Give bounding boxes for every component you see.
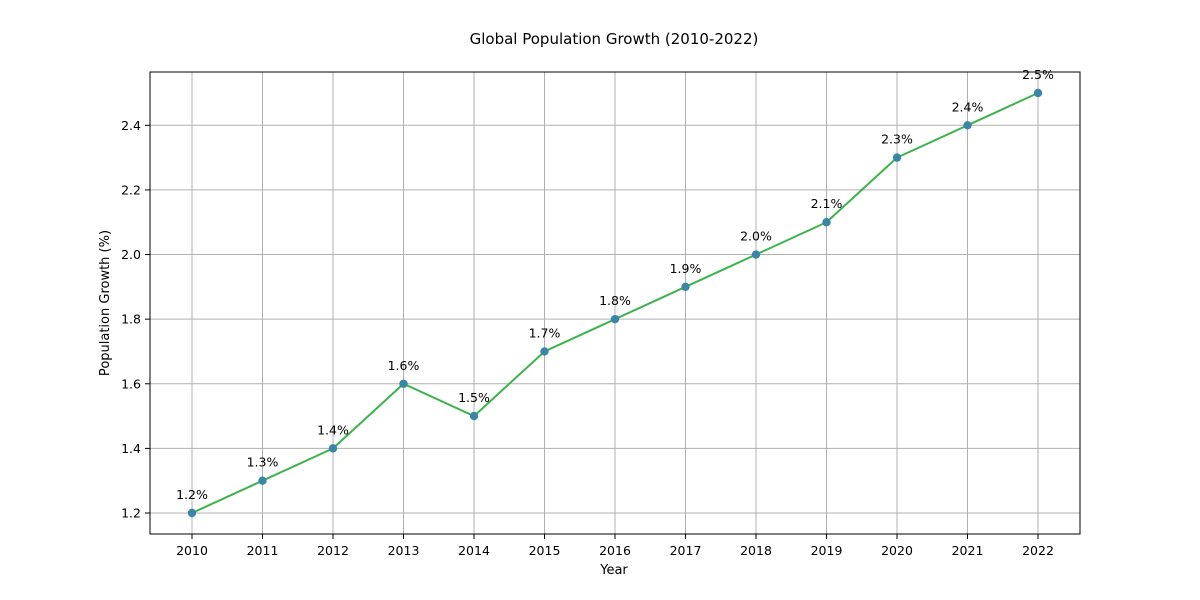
data-point (963, 121, 972, 130)
y-axis-label: Population Growth (%) (98, 230, 113, 376)
data-point (328, 444, 338, 453)
data-label: 2.1% (811, 196, 843, 211)
data-label: 1.8% (599, 293, 631, 308)
data-label: 2.0% (740, 229, 772, 244)
y-tick-label: 1.2 (121, 506, 141, 521)
data-point (892, 153, 902, 162)
x-tick-label: 2015 (529, 543, 561, 558)
data-point (469, 411, 479, 421)
data-label: 1.9% (670, 261, 702, 276)
data-label: 1.7% (529, 325, 561, 340)
data-label: 2.4% (952, 99, 984, 114)
x-axis-label: Year (599, 563, 628, 578)
data-labels-group: 1.2% 1.3% 1.4% 1.6% 1.5% 1.7% 1.8% 1.9% 2.0% 2.1%… (176, 67, 1054, 502)
x-tick-label: 2018 (740, 543, 772, 558)
data-point (1033, 88, 1043, 98)
data-point (822, 218, 831, 227)
y-tick-label: 1.4 (121, 441, 141, 456)
data-label: 2.5% (1022, 67, 1054, 82)
chart-title: Global Population Growth (2010-2022) (470, 30, 759, 48)
data-label: 1.5% (458, 390, 490, 405)
x-tick-label: 2016 (599, 543, 631, 558)
y-tick-label: 2.4 (121, 118, 141, 133)
y-tick-label: 1.6 (121, 376, 141, 391)
data-label: 1.6% (388, 358, 420, 373)
data-point (258, 476, 267, 485)
data-label: 1.3% (247, 455, 279, 470)
x-tick-label: 2010 (176, 543, 208, 558)
x-tick-label: 2019 (811, 543, 843, 558)
x-tick-label: 2011 (247, 543, 279, 558)
x-tick-label: 2021 (952, 543, 984, 558)
x-tick-label: 2020 (881, 543, 913, 558)
data-point (610, 314, 620, 324)
x-tick-label: 2014 (458, 543, 490, 558)
data-point (540, 347, 549, 356)
y-tick-label: 2.0 (121, 247, 141, 262)
data-label: 1.2% (176, 487, 208, 502)
x-tick-label: 2013 (388, 543, 420, 558)
data-point (681, 282, 690, 292)
data-label: 2.3% (881, 132, 913, 147)
markers-group (187, 88, 1043, 518)
x-tick-label: 2022 (1022, 543, 1054, 558)
data-point (751, 250, 761, 259)
x-axis-ticks: 2010 2011 2012 2013 2014 2015 2016 2017 2018 2019… (176, 534, 1054, 558)
data-label: 1.4% (317, 422, 349, 437)
y-axis-ticks: 1.2 1.4 1.6 1.8 2.0 2.2 2.4 (121, 118, 150, 521)
data-point (399, 379, 408, 388)
x-tick-label: 2012 (317, 543, 349, 558)
data-point (187, 508, 197, 518)
x-tick-label: 2017 (670, 543, 702, 558)
y-tick-label: 2.2 (121, 182, 141, 197)
y-tick-label: 1.8 (121, 312, 141, 327)
